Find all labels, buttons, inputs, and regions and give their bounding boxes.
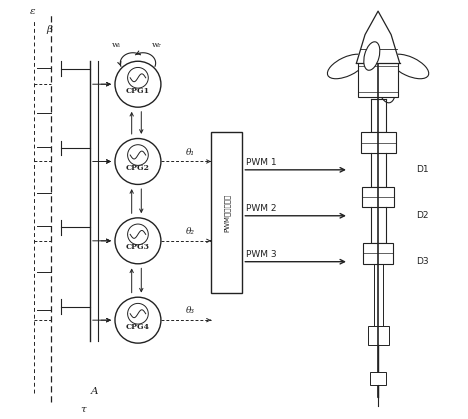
Bar (360, 132, 395, 153)
Text: τ: τ (81, 405, 87, 414)
Text: D3: D3 (416, 257, 428, 266)
Text: PWM 3: PWM 3 (246, 250, 276, 259)
Bar (358, 61, 398, 97)
Bar (368, 326, 388, 345)
Text: θ₂: θ₂ (186, 227, 195, 236)
Text: β: β (46, 26, 52, 34)
Text: θ₃: θ₃ (186, 306, 195, 316)
Circle shape (128, 303, 148, 324)
Circle shape (128, 67, 148, 88)
Text: PWM波形发生器: PWM波形发生器 (223, 194, 230, 232)
Text: CPG4: CPG4 (126, 323, 150, 331)
Bar (211, 132, 242, 293)
Text: D1: D1 (416, 166, 428, 174)
Circle shape (115, 297, 161, 343)
Ellipse shape (328, 54, 366, 79)
Ellipse shape (377, 68, 395, 103)
Text: PWM 1: PWM 1 (246, 158, 276, 167)
Bar (362, 186, 394, 207)
Text: PWM 2: PWM 2 (246, 204, 276, 213)
Ellipse shape (364, 42, 380, 70)
Circle shape (128, 145, 148, 166)
Text: wᵣ: wᵣ (152, 41, 162, 49)
Text: ε: ε (30, 7, 36, 16)
Circle shape (115, 61, 161, 107)
Text: θ₁: θ₁ (186, 148, 195, 157)
Text: A: A (90, 387, 98, 396)
Circle shape (115, 218, 161, 264)
Circle shape (115, 139, 161, 184)
Text: CPG3: CPG3 (126, 243, 150, 251)
Text: D2: D2 (416, 211, 428, 220)
Text: wᵢ: wᵢ (112, 41, 121, 49)
Bar (364, 243, 393, 264)
Text: CPG2: CPG2 (126, 164, 150, 172)
Circle shape (128, 224, 148, 245)
Bar (370, 372, 387, 385)
Ellipse shape (390, 54, 429, 79)
Text: CPG1: CPG1 (126, 87, 150, 95)
Polygon shape (356, 11, 400, 63)
